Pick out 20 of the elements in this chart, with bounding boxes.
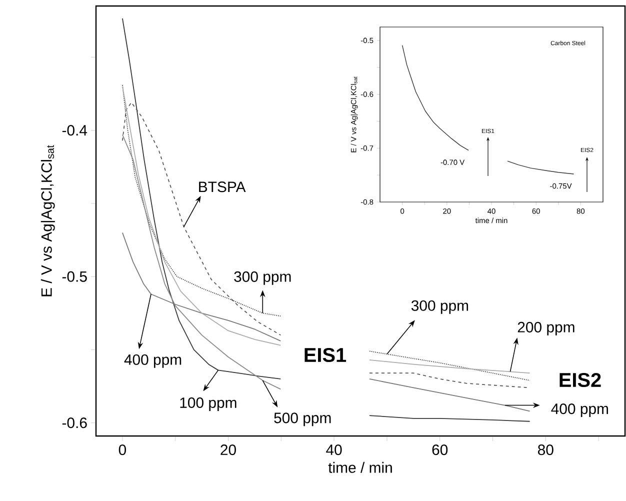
y-axis-title: E / V vs Ag|AgCl,KCl$_{sat}$ [40,145,55,296]
x-tick-label: 60 [432,444,448,456]
annotation: 100 ppm [180,397,236,411]
annotation: BTSPA [199,182,246,192]
annotation: 400 ppm [124,354,182,368]
x-axis-title: time / min [328,462,392,473]
y-tick-label: -0.4 [62,125,88,136]
y-tick-label: -0.5 [62,271,87,282]
x-tick-label: 80 [538,444,554,456]
x-tick-label: 40 [326,444,342,456]
y-tick-label: -0.6 [62,418,87,428]
x-tick-label: 0 [118,444,126,456]
x-tick-label: 20 [220,444,236,456]
annotation: 500 ppm [274,412,331,426]
annotation: EIS2 [560,372,601,388]
annotation: 300 ppm [234,271,291,285]
annotation: 200 ppm [518,322,574,336]
annotation: 300 ppm [411,300,468,314]
annotation: EIS1 [304,348,346,362]
annotation: 400 ppm [551,404,608,418]
